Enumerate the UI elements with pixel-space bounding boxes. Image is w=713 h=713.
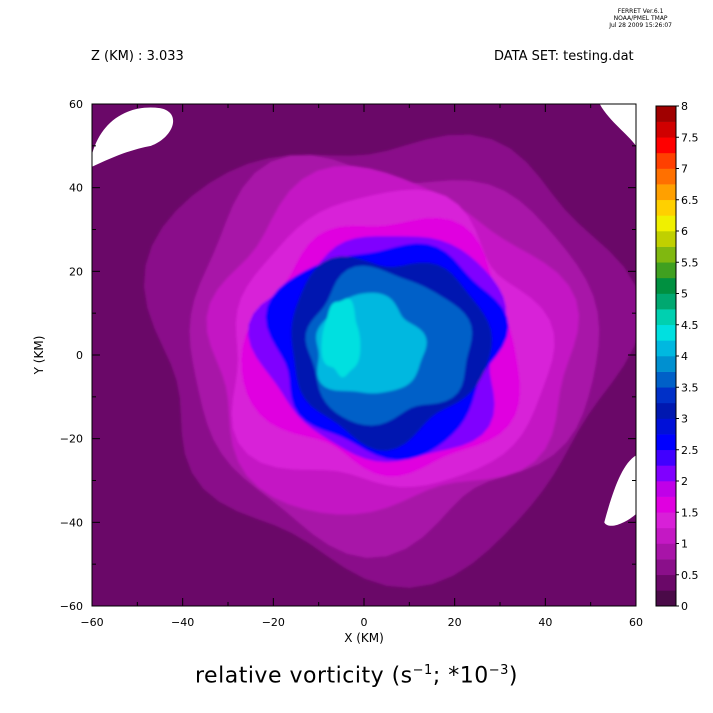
- title-prefix: relative vorticity (s: [195, 663, 413, 689]
- colorbar-label: 4.5: [681, 319, 699, 332]
- y-tick-label: 20: [69, 265, 83, 278]
- colorbar-swatch: [656, 574, 676, 591]
- colorbar-label: 0.5: [681, 569, 699, 582]
- stamp-line-2: NOAA/PMEL TMAP: [613, 15, 668, 22]
- z-level-label: Z (KM) : 3.033: [91, 49, 184, 64]
- colorbar-swatch: [656, 465, 676, 482]
- colorbar-swatch: [656, 356, 676, 372]
- title-exponent-1: −1: [412, 663, 433, 678]
- colorbar-swatch: [656, 277, 676, 294]
- colorbar-swatch: [656, 137, 676, 154]
- title-middle: ; *10: [432, 663, 489, 689]
- ferret-stamp: FERRET Ver.6.1 NOAA/PMEL TMAP Jul 28 200…: [609, 8, 672, 29]
- y-tick-label: 0: [76, 349, 83, 362]
- x-tick-label: 0: [361, 616, 368, 629]
- colorbar-swatch: [656, 434, 676, 451]
- colorbar-label: 0: [681, 600, 688, 613]
- chart-title: relative vorticity (s−1; *10−3): [0, 663, 713, 688]
- colorbar-label: 6: [681, 225, 688, 238]
- colorbar-label: 3: [681, 413, 688, 426]
- colorbar-swatch: [656, 309, 676, 326]
- colorbar-label: 1: [681, 538, 688, 551]
- x-tick-label: −60: [80, 616, 103, 629]
- y-tick-label: 60: [69, 98, 83, 111]
- stamp-line-3: Jul 28 2009 15:26:07: [609, 22, 672, 29]
- colorbar-swatch: [656, 106, 676, 122]
- colorbar-label: 7: [681, 163, 688, 176]
- colorbar-swatch: [656, 512, 676, 529]
- contour-field: [92, 104, 636, 606]
- x-axis-label: X (KM): [344, 631, 384, 645]
- stamp-line-1: FERRET Ver.6.1: [617, 8, 664, 15]
- colorbar-label: 5.5: [681, 256, 699, 269]
- missing-region-right-edge: [604, 455, 636, 526]
- colorbar-swatch: [656, 184, 676, 201]
- x-tick-label: −40: [171, 616, 194, 629]
- colorbar-swatch: [656, 449, 676, 466]
- dataset-label: DATA SET: testing.dat: [494, 49, 634, 64]
- colorbar-swatch: [656, 496, 676, 513]
- colorbar-swatch: [656, 340, 676, 357]
- colorbar-swatch: [656, 590, 676, 607]
- y-tick-label: −60: [60, 600, 83, 613]
- colorbar: 0 0.5 1 1.5 2 2.5 3 3.5 4 4.5 5 5.5 6 6.5 7 7.5 8: [655, 100, 699, 613]
- colorbar-swatch: [656, 246, 676, 263]
- colorbar-swatch: [656, 262, 676, 279]
- colorbar-swatch: [656, 293, 676, 310]
- missing-region-top-left: [92, 107, 174, 167]
- colorbar-swatch: [656, 231, 676, 247]
- colorbar-swatch: [656, 215, 676, 232]
- colorbar-label: 8: [681, 100, 688, 113]
- colorbar-label: 4: [681, 350, 688, 363]
- y-tick-label: −20: [60, 433, 83, 446]
- colorbar-swatch: [656, 387, 676, 404]
- colorbar-label: 5: [681, 288, 688, 301]
- missing-data-regions: [92, 104, 636, 526]
- x-tick-label: −20: [262, 616, 285, 629]
- colorbar-label: 3.5: [681, 381, 699, 394]
- x-tick-label: 40: [538, 616, 552, 629]
- colorbar-label: 2.5: [681, 444, 699, 457]
- colorbar-swatch: [656, 418, 676, 435]
- colorbar-swatch: [656, 168, 676, 185]
- colorbar-swatch: [656, 402, 676, 419]
- colorbar-swatch: [656, 481, 676, 497]
- x-tick-label: 60: [629, 616, 643, 629]
- y-axis-label: Y (KM): [32, 336, 46, 376]
- y-tick-label: −40: [60, 516, 83, 529]
- colorbar-swatch: [656, 371, 676, 388]
- colorbar-swatch: [656, 199, 676, 216]
- colorbar-swatch: [656, 121, 676, 138]
- colorbar-label: 7.5: [681, 131, 699, 144]
- colorbar-label: 6.5: [681, 194, 699, 207]
- title-suffix: ): [508, 663, 518, 689]
- colorbar-label: 2: [681, 475, 688, 488]
- title-exponent-2: −3: [488, 663, 509, 678]
- x-tick-label: 20: [448, 616, 462, 629]
- y-tick-label: 40: [69, 182, 83, 195]
- colorbar-swatch: [656, 559, 676, 576]
- missing-region-top-right: [599, 104, 636, 146]
- colorbar-label: 1.5: [681, 506, 699, 519]
- colorbar-swatch: [656, 152, 676, 169]
- contour-level-4_25: [321, 298, 361, 378]
- colorbar-swatch: [656, 543, 676, 560]
- axes: −60 −40 −20 0 20 40 60 −60 −40 −20 0 20 40 60 X (KM) Y …: [32, 98, 643, 645]
- colorbar-swatch: [656, 527, 676, 544]
- colorbar-swatch: [656, 324, 676, 341]
